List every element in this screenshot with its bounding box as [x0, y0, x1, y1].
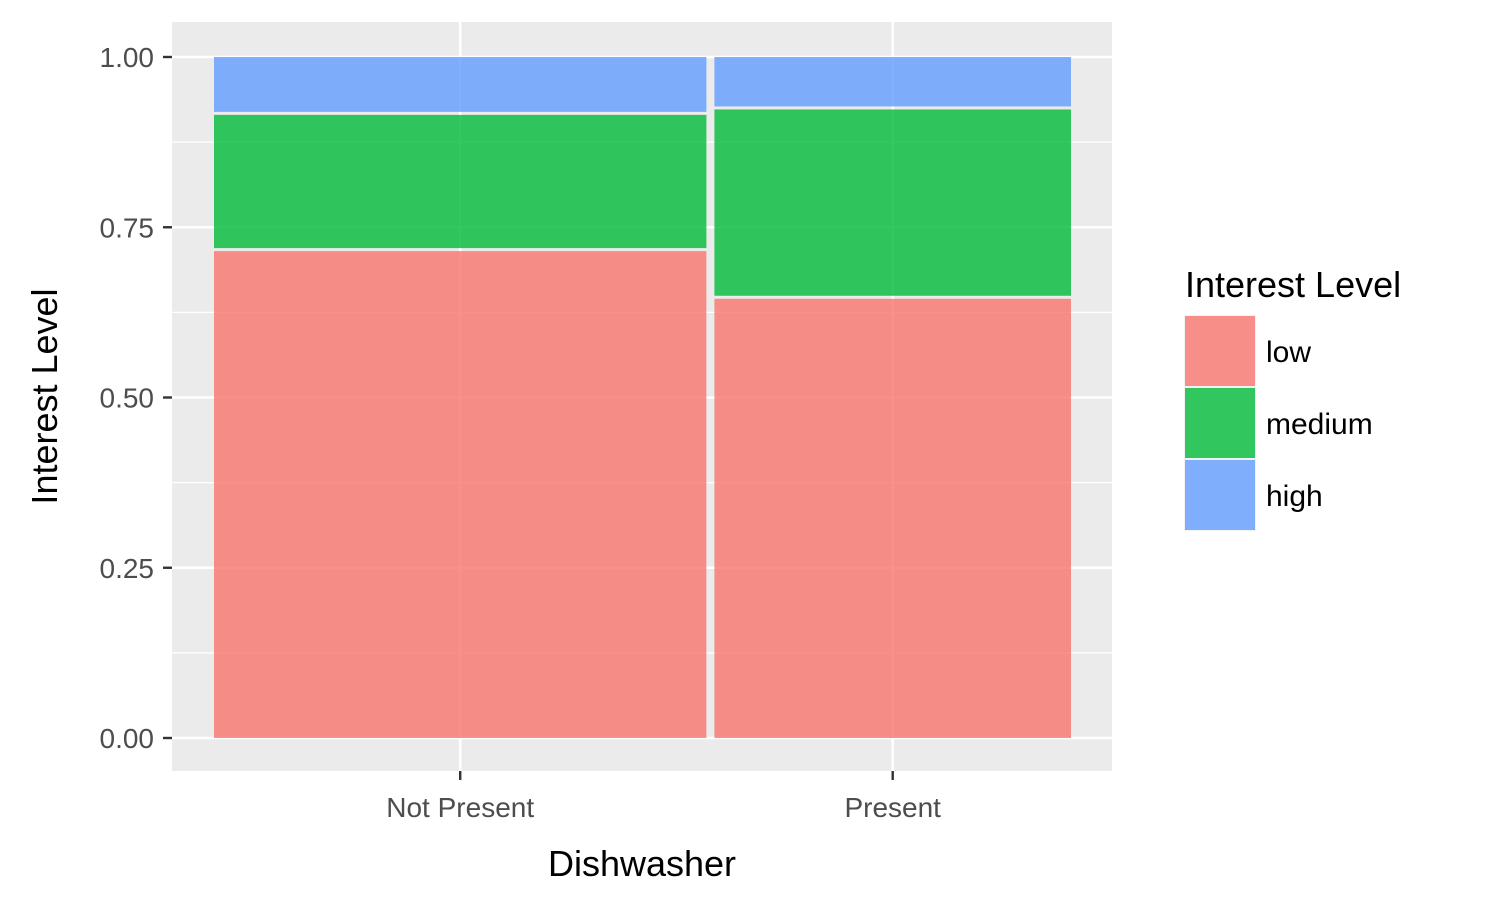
bar-segment-medium: [714, 109, 1071, 296]
x-axis: Not Present Present: [386, 771, 941, 823]
bar-segment-low: [714, 298, 1071, 738]
bars: [214, 57, 1071, 738]
legend-key-medium: [1185, 388, 1255, 458]
bar-segment-high: [714, 57, 1071, 107]
legend-label: medium: [1266, 408, 1373, 441]
legend-label: low: [1266, 336, 1311, 369]
y-axis: 0.00 0.25 0.50 0.75 1.00: [100, 42, 172, 754]
x-axis-title: Dishwasher: [548, 843, 736, 884]
bar-segment-medium: [214, 114, 707, 249]
y-tick-label: 1.00: [100, 42, 155, 73]
x-tick-label: Not Present: [386, 792, 534, 823]
y-tick-label: 0.25: [100, 553, 155, 584]
legend-key-low: [1185, 316, 1255, 386]
bar-segment-high: [214, 57, 707, 112]
legend-key-high: [1185, 460, 1255, 530]
bar-segment-low: [214, 251, 707, 738]
y-axis-title: Interest Level: [24, 288, 65, 504]
legend-title: Interest Level: [1185, 264, 1401, 305]
x-tick-label: Present: [844, 792, 941, 823]
y-tick-label: 0.75: [100, 212, 155, 243]
y-tick-label: 0.50: [100, 383, 155, 414]
y-tick-label: 0.00: [100, 723, 155, 754]
legend: Interest Level low medium high: [1184, 264, 1401, 531]
legend-label: high: [1266, 480, 1323, 513]
